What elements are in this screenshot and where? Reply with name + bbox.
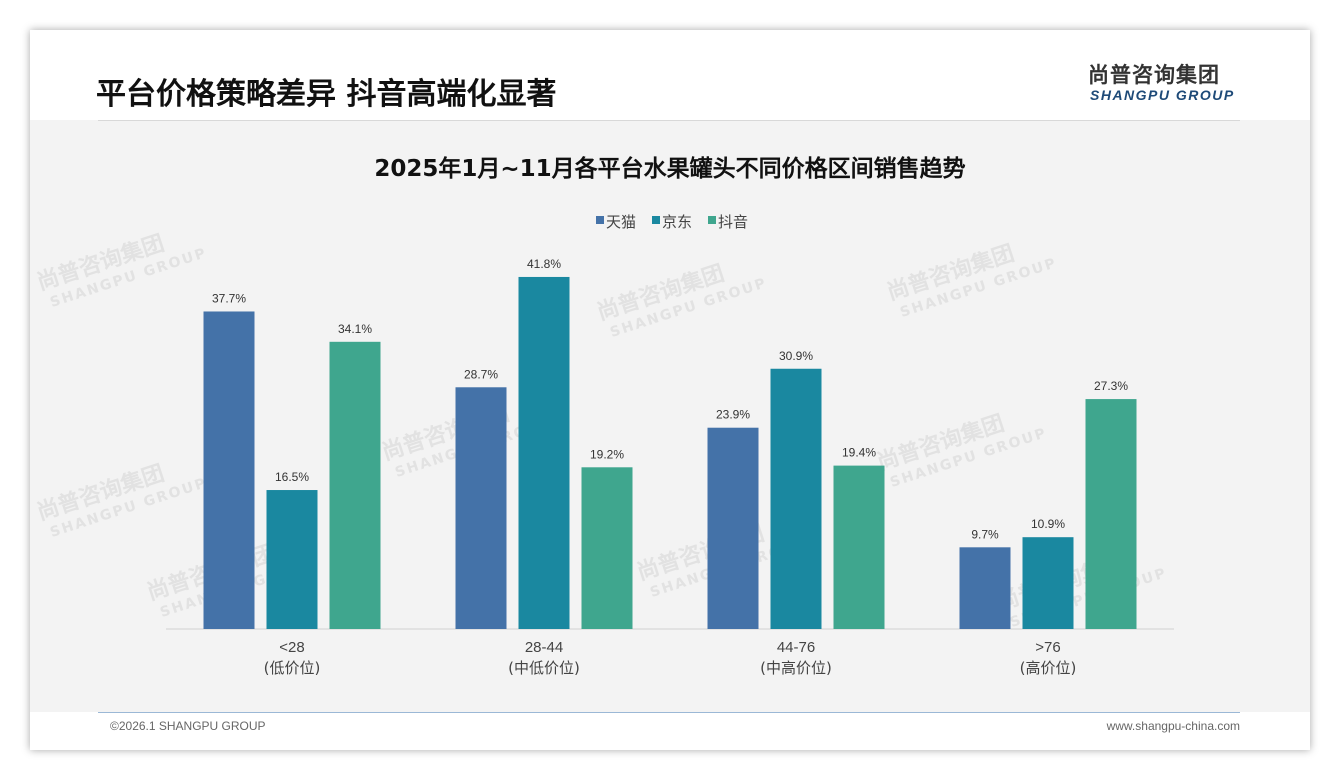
logo-en: SHANGPU GROUP — [1090, 87, 1235, 103]
data-label: 10.9% — [1031, 517, 1065, 531]
x-tick-sublabel: (中低价位) — [508, 659, 580, 677]
bar — [266, 490, 318, 629]
data-label: 30.9% — [779, 349, 813, 363]
data-label: 27.3% — [1094, 379, 1128, 393]
bars: 37.7% 16.5% 34.1% 28.7% 41.8% 19.2% 23.9% 30.9%… — [203, 257, 1137, 629]
legend-item: 京东 — [652, 214, 692, 231]
data-label: 34.1% — [338, 322, 372, 336]
bar — [455, 387, 507, 629]
bar — [707, 427, 759, 629]
bar — [581, 467, 633, 629]
data-label: 28.7% — [464, 367, 498, 381]
data-label: 19.4% — [842, 446, 876, 460]
data-label: 41.8% — [527, 257, 561, 271]
chart-title: 2025年1月~11月各平台水果罐头不同价格区间销售趋势 — [374, 155, 965, 182]
x-tick-sublabel: (低价位) — [264, 659, 321, 677]
legend-label: 抖音 — [718, 214, 748, 231]
bar — [203, 311, 255, 629]
x-tick-label: >76 — [1035, 639, 1060, 656]
x-tick-label: <28 — [279, 639, 304, 656]
legend-label: 京东 — [662, 214, 692, 231]
footer-divider — [98, 712, 1240, 713]
slide-footer: ©2026.1 SHANGPU GROUP www.shangpu-china.… — [30, 712, 1310, 750]
bar — [959, 547, 1011, 629]
slide-title: 平台价格策略差异 抖音高端化显著 — [96, 77, 557, 112]
data-label: 16.5% — [275, 470, 309, 484]
bar — [770, 368, 822, 629]
logo-cn: 尚普咨询集团 — [1088, 63, 1220, 87]
header-divider — [98, 120, 1240, 121]
legend-swatch — [596, 216, 604, 224]
slide-header: 平台价格策略差异 抖音高端化显著 尚普咨询集团 SHANGPU GROUP — [30, 30, 1310, 121]
bar — [1085, 399, 1137, 629]
legend: 天猫 京东 抖音 — [596, 214, 748, 231]
x-tick-sublabel: (中高价位) — [760, 659, 832, 677]
data-label: 19.2% — [590, 447, 624, 461]
bar — [1022, 537, 1074, 629]
slide: 平台价格策略差异 抖音高端化显著 尚普咨询集团 SHANGPU GROUP ©2… — [30, 30, 1310, 750]
copyright: ©2026.1 SHANGPU GROUP — [110, 719, 266, 733]
x-tick-sublabel: (高价位) — [1020, 659, 1077, 677]
x-tick-label: 44-76 — [777, 639, 815, 656]
bar — [518, 276, 570, 629]
x-tick-label: 28-44 — [525, 639, 563, 656]
data-label: 23.9% — [716, 408, 750, 422]
legend-item: 抖音 — [708, 214, 748, 231]
legend-swatch — [652, 216, 660, 224]
data-label: 37.7% — [212, 291, 246, 305]
bar — [833, 465, 885, 629]
x-axis-labels: <28 (低价位) 28-44 (中低价位) 44-76 (中高价位) >76 (高价位) — [264, 639, 1077, 677]
legend-swatch — [708, 216, 716, 224]
website-url: www.shangpu-china.com — [1106, 719, 1240, 733]
legend-label: 天猫 — [606, 214, 636, 231]
data-label: 9.7% — [971, 527, 999, 541]
legend-item: 天猫 — [596, 214, 636, 231]
bar — [329, 341, 381, 629]
